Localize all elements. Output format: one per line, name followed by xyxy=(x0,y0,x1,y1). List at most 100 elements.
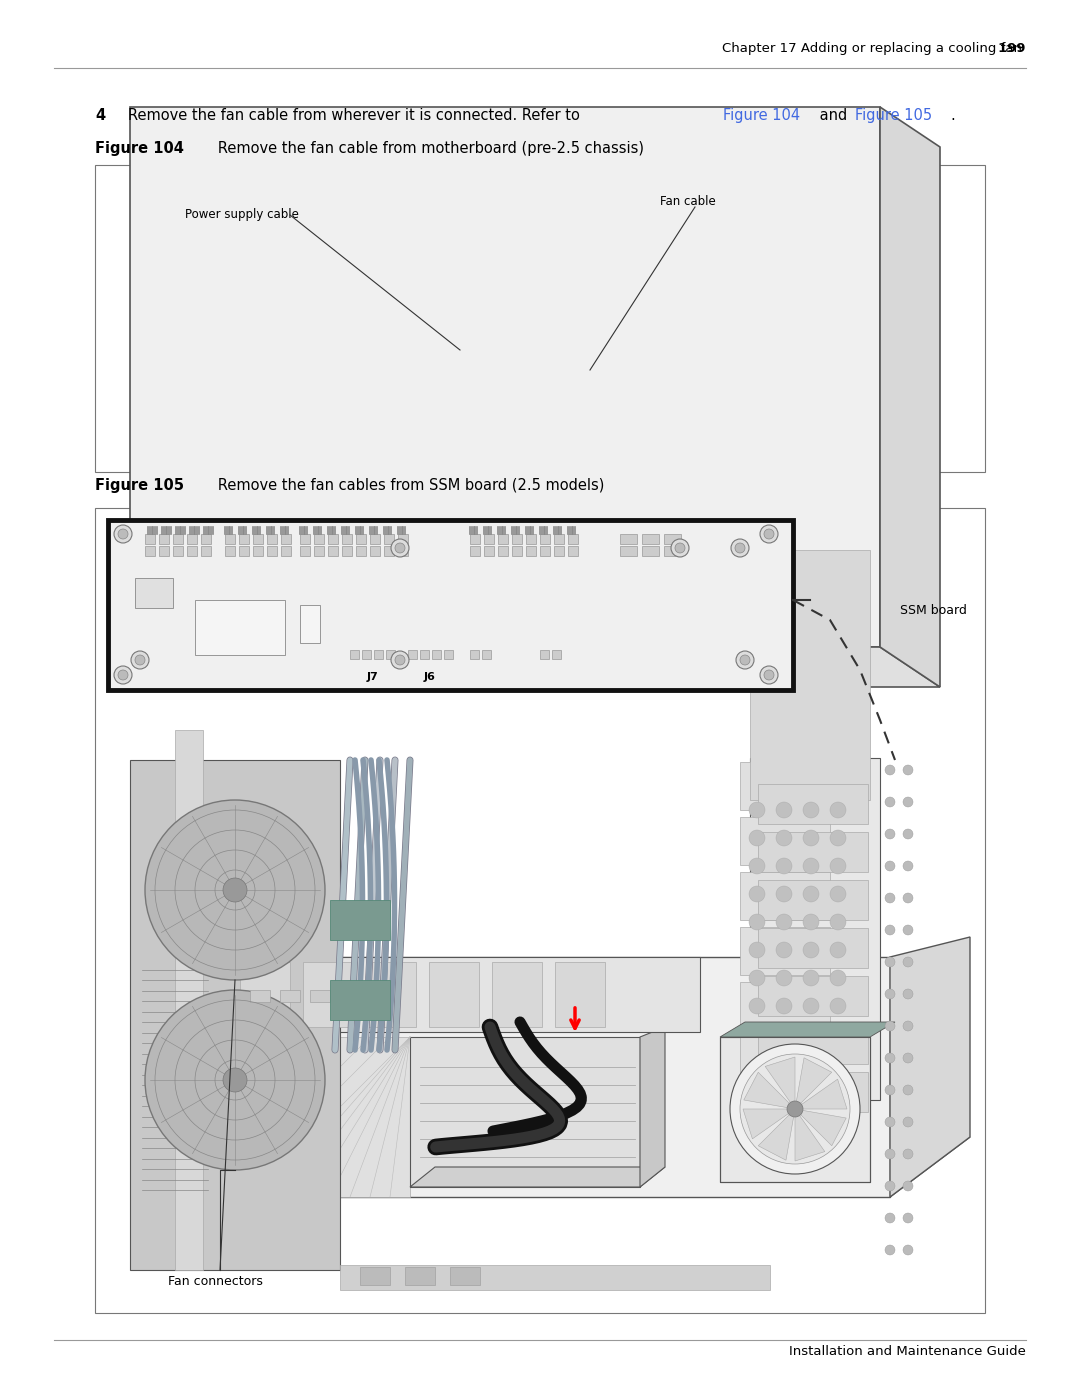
Bar xyxy=(362,650,372,659)
Circle shape xyxy=(903,957,913,967)
Bar xyxy=(444,650,453,659)
Text: 199: 199 xyxy=(716,42,1026,54)
Bar xyxy=(384,534,394,543)
Bar xyxy=(740,1092,831,1140)
Circle shape xyxy=(885,861,895,870)
Circle shape xyxy=(787,1101,804,1118)
Bar xyxy=(249,990,270,1002)
Bar xyxy=(173,546,183,556)
Polygon shape xyxy=(130,647,940,687)
Circle shape xyxy=(118,671,129,680)
Text: Remove the fan cable from motherboard (pre-2.5 chassis): Remove the fan cable from motherboard (p… xyxy=(204,141,644,156)
Polygon shape xyxy=(555,963,605,1027)
Circle shape xyxy=(903,1245,913,1255)
Bar xyxy=(720,1037,870,1182)
Bar xyxy=(384,546,394,556)
Polygon shape xyxy=(410,1166,665,1187)
Bar xyxy=(470,534,480,543)
Circle shape xyxy=(804,802,819,819)
Circle shape xyxy=(114,525,132,543)
Circle shape xyxy=(831,970,846,986)
Polygon shape xyxy=(880,108,940,687)
Polygon shape xyxy=(720,1023,895,1037)
Text: Figure 104: Figure 104 xyxy=(95,141,184,156)
Bar xyxy=(740,1037,831,1085)
Bar xyxy=(328,546,338,556)
Bar xyxy=(356,534,366,543)
Bar xyxy=(360,1267,390,1285)
Polygon shape xyxy=(796,1058,832,1104)
Circle shape xyxy=(740,655,750,665)
Polygon shape xyxy=(210,1037,410,1197)
Bar xyxy=(370,546,380,556)
Circle shape xyxy=(750,802,765,819)
Circle shape xyxy=(903,798,913,807)
Circle shape xyxy=(764,671,774,680)
Bar xyxy=(95,509,985,1313)
Bar xyxy=(386,650,395,659)
Circle shape xyxy=(885,925,895,935)
Text: J7: J7 xyxy=(367,672,379,682)
Circle shape xyxy=(114,666,132,685)
Bar xyxy=(758,1024,868,1065)
Circle shape xyxy=(831,914,846,930)
Circle shape xyxy=(885,1021,895,1031)
Bar xyxy=(374,650,383,659)
Bar xyxy=(620,546,637,556)
Bar xyxy=(342,546,352,556)
Bar xyxy=(620,534,637,543)
Bar xyxy=(642,534,659,543)
Bar xyxy=(267,546,276,556)
Bar xyxy=(740,817,831,865)
Polygon shape xyxy=(890,937,970,1197)
Circle shape xyxy=(222,1067,247,1092)
Bar xyxy=(201,546,211,556)
Circle shape xyxy=(903,1148,913,1160)
Polygon shape xyxy=(795,1116,825,1161)
Bar xyxy=(758,977,868,1016)
Bar xyxy=(484,546,494,556)
Circle shape xyxy=(903,893,913,902)
Text: Chapter 17 Adding or replacing a cooling fan: Chapter 17 Adding or replacing a cooling… xyxy=(721,42,1026,54)
Text: Installation and Maintenance Guide: Installation and Maintenance Guide xyxy=(789,1345,1026,1358)
Polygon shape xyxy=(743,1109,788,1139)
Text: Figure 105: Figure 105 xyxy=(95,478,184,493)
Circle shape xyxy=(885,798,895,807)
Bar xyxy=(498,534,508,543)
Bar xyxy=(159,534,168,543)
Text: 4: 4 xyxy=(95,108,105,123)
Bar xyxy=(540,534,550,543)
Polygon shape xyxy=(720,1037,870,1182)
Circle shape xyxy=(750,997,765,1014)
Circle shape xyxy=(395,543,405,553)
Bar xyxy=(356,546,366,556)
Bar xyxy=(225,534,235,543)
Bar xyxy=(450,1267,480,1285)
Polygon shape xyxy=(215,957,700,1032)
Bar xyxy=(526,546,536,556)
Bar xyxy=(758,928,868,968)
Circle shape xyxy=(885,1180,895,1192)
Bar xyxy=(145,534,156,543)
Circle shape xyxy=(131,651,149,669)
Bar xyxy=(498,546,508,556)
Circle shape xyxy=(885,1245,895,1255)
Polygon shape xyxy=(303,963,353,1027)
Circle shape xyxy=(831,942,846,958)
Text: SSM board: SSM board xyxy=(900,604,967,616)
Circle shape xyxy=(804,970,819,986)
Circle shape xyxy=(118,529,129,539)
Bar xyxy=(95,165,985,472)
Bar xyxy=(512,534,522,543)
Circle shape xyxy=(222,877,247,902)
Circle shape xyxy=(391,651,409,669)
Bar xyxy=(314,534,324,543)
Circle shape xyxy=(731,539,750,557)
Polygon shape xyxy=(744,1073,789,1108)
Bar xyxy=(187,546,197,556)
Polygon shape xyxy=(410,1037,640,1187)
Bar xyxy=(399,546,408,556)
Polygon shape xyxy=(130,108,880,647)
Bar xyxy=(195,599,285,655)
Circle shape xyxy=(885,1118,895,1127)
